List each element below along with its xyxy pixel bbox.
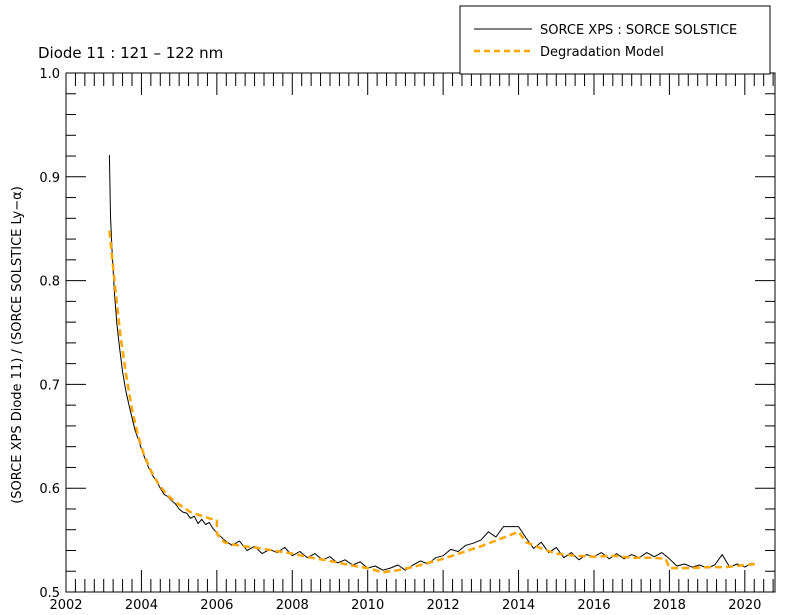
y-tick-label: 0.8 xyxy=(39,275,60,290)
y-axis-label: (SORCE XPS Diode 11) / (SORCE SOLSTICE L… xyxy=(10,186,25,504)
x-tick-label: 2014 xyxy=(502,598,535,613)
axis-ticks: 2002 2004 2006 2008 2010 2012 2014 2016 2018 2020… xyxy=(39,67,775,613)
chart-title: Diode 11 : 121 – 122 nm xyxy=(38,44,223,62)
x-tick-label: 2006 xyxy=(200,598,233,613)
plot-frame xyxy=(65,72,776,593)
y-tick-label: 1.0 xyxy=(39,67,60,82)
plot-area xyxy=(108,154,757,574)
y-tick-label: 0.7 xyxy=(39,378,60,393)
legend-label-model: Degradation Model xyxy=(540,45,664,60)
x-tick-label: 2004 xyxy=(125,598,158,613)
y-tick-label: 0.6 xyxy=(39,482,60,497)
x-tick-label: 2012 xyxy=(427,598,460,613)
x-tick-label: 2002 xyxy=(49,598,82,613)
x-tick-label: 2020 xyxy=(728,598,761,613)
y-tick-label: 0.9 xyxy=(39,171,60,186)
series-line-1 xyxy=(108,230,757,574)
y-tick-label: 0.5 xyxy=(39,586,60,601)
x-tick-label: 2008 xyxy=(276,598,309,613)
legend-box xyxy=(459,5,771,75)
x-tick-label: 2018 xyxy=(653,598,686,613)
legend: SORCE XPS : SORCE SOLSTICE Degradation M… xyxy=(459,5,771,75)
legend-label-xps: SORCE XPS : SORCE SOLSTICE xyxy=(540,23,737,38)
x-tick-label: 2016 xyxy=(577,598,610,613)
x-tick-label: 2010 xyxy=(351,598,384,613)
series-line-0 xyxy=(108,154,753,571)
